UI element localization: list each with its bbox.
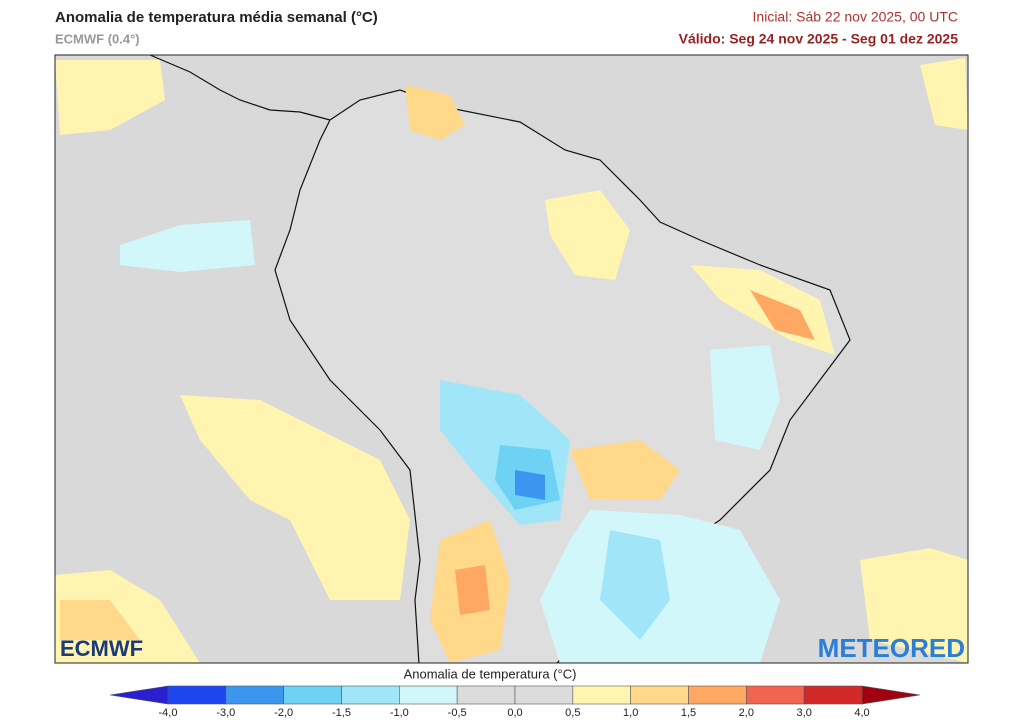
anomaly-warm <box>750 290 815 340</box>
colorbar-box <box>399 685 458 705</box>
legend-title: Anomalia de temperatura (°C) <box>404 666 577 681</box>
colorbar-tick-label: 0,0 <box>507 707 522 719</box>
colorbar: -4,0 -3,0 -2,0 -1,5 -1,0 -0,5 0,0 0,5 1,0 1,5 2,0 3… <box>109 685 921 719</box>
anomaly-warm <box>180 395 410 600</box>
map: ECMWF METEORED <box>55 55 968 663</box>
colorbar-tick-label: 2,0 <box>739 707 754 719</box>
anomaly-cool <box>120 220 255 272</box>
anomaly-warm <box>860 548 968 663</box>
colorbar-box <box>167 685 227 705</box>
colorbar-tick-label: -0,5 <box>448 707 467 719</box>
colorbar-tick-label: 1,0 <box>623 707 638 719</box>
colorbar-box <box>225 685 284 705</box>
colorbar-tick-label: -3,0 <box>216 707 235 719</box>
anomaly-warm <box>570 440 680 500</box>
colorbar-box <box>283 685 342 705</box>
anomaly-warm <box>405 85 465 140</box>
anomaly-cool <box>710 345 780 450</box>
colorbar-tick-label: 1,5 <box>681 707 696 719</box>
valid-date: Válido: Seg 24 nov 2025 - Seg 01 dez 202… <box>679 31 959 47</box>
title: Anomalia de temperatura média semanal (°… <box>55 9 378 26</box>
colorbar-extend-high <box>861 685 921 705</box>
logo-meteored: METEORED <box>818 633 965 663</box>
colorbar-box <box>341 685 400 705</box>
colorbar-box <box>572 685 631 705</box>
colorbar-box <box>630 685 689 705</box>
colorbar-box <box>746 685 805 705</box>
anomaly-warm <box>920 58 968 130</box>
colorbar-box <box>456 685 516 705</box>
colorbar-tick-label: -1,0 <box>390 707 409 719</box>
model: ECMWF (0.4°) <box>55 31 140 46</box>
colorbar-box <box>688 685 747 705</box>
central-america <box>149 55 331 121</box>
colorbar-box <box>514 685 574 705</box>
anomaly-warm <box>55 60 165 135</box>
anomaly-cool <box>515 470 545 500</box>
map-frame <box>54 54 969 664</box>
colorbar-tick-label: 3,0 <box>797 707 812 719</box>
colorbar-tick-label: 0,5 <box>565 707 580 719</box>
anomaly-warm <box>455 565 490 615</box>
colorbar-tick-label: -4,0 <box>159 707 178 719</box>
colorbar-tick-label: -2,0 <box>274 707 293 719</box>
colorbar-box <box>803 685 863 705</box>
anomaly-cool <box>600 530 670 640</box>
anomaly-warm <box>545 190 630 280</box>
colorbar-tick-label: 4,0 <box>854 707 869 719</box>
colorbar-tick-label: -1,5 <box>332 707 351 719</box>
initial-date: Inicial: Sáb 22 nov 2025, 00 UTC <box>753 9 958 25</box>
logo-ecmwf: ECMWF <box>60 636 143 661</box>
colorbar-extend-low <box>109 685 169 705</box>
anomaly-warm <box>60 600 140 640</box>
